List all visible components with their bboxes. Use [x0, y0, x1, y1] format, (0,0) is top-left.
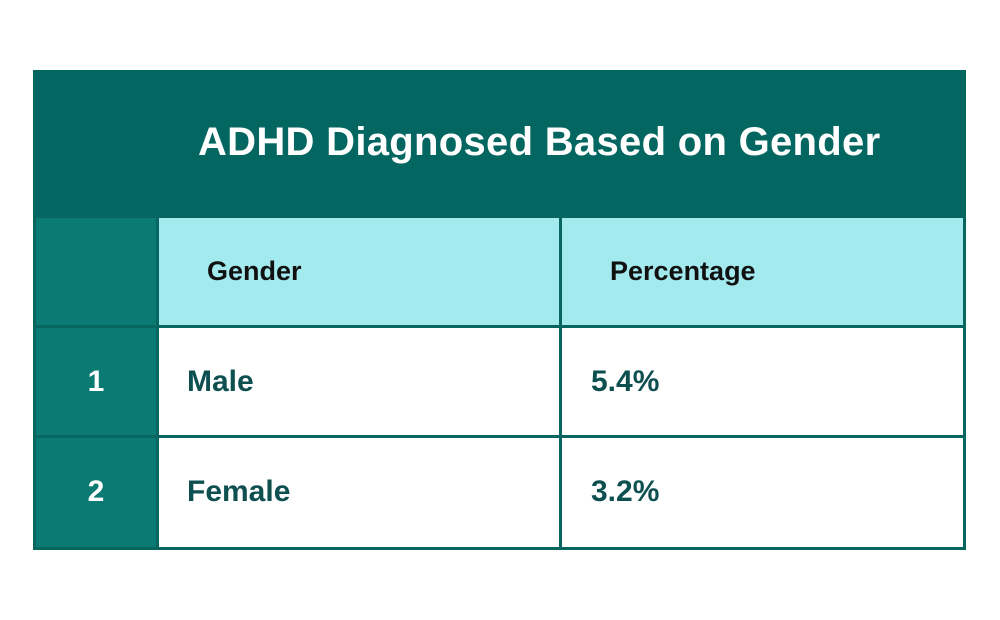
row-index: 2	[87, 475, 105, 508]
table-cell-gender: Female	[159, 438, 559, 547]
column-header-gender: Gender	[207, 256, 302, 286]
header-cell-percentage: Percentage	[562, 218, 963, 325]
percentage-value: 3.2%	[591, 475, 660, 508]
column-header-percentage: Percentage	[610, 256, 756, 286]
header-index-cell	[36, 218, 156, 325]
table-title-bar: ADHD Diagnosed Based on Gender	[33, 70, 966, 216]
row-index-cell: 1	[36, 328, 156, 435]
percentage-value: 5.4%	[591, 365, 660, 398]
row-index: 1	[87, 365, 105, 398]
table-cell-percentage: 3.2%	[562, 438, 963, 547]
row-index-cell: 2	[36, 438, 156, 547]
data-table: ADHD Diagnosed Based on Gender Gender Pe…	[33, 70, 966, 550]
gender-value: Male	[187, 365, 254, 398]
header-cell-gender: Gender	[159, 218, 559, 325]
table-cell-gender: Male	[159, 328, 559, 435]
gender-value: Female	[187, 475, 291, 508]
table-title: ADHD Diagnosed Based on Gender	[198, 120, 881, 164]
table-cell-percentage: 5.4%	[562, 328, 963, 435]
